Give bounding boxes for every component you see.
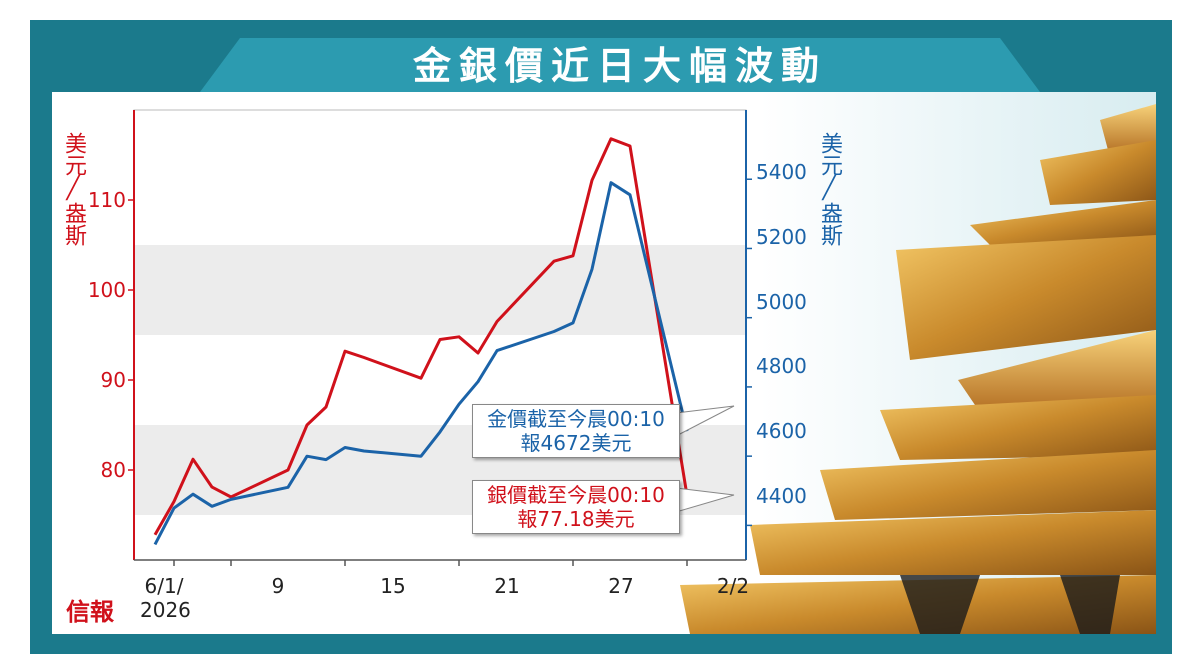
x-tick-year: 2026 — [140, 598, 191, 622]
right-axis-unit: 美元 ╱ 盎斯 — [816, 132, 842, 246]
left-tick-label: 110 — [87, 188, 126, 212]
right-tick-label: 5400 — [756, 160, 807, 184]
x-tick-label: 6/1/ — [144, 574, 184, 598]
silver-callout: 銀價截至今晨00:10 報77.18美元 — [472, 480, 680, 534]
silver-callout-line2: 報77.18美元 — [517, 507, 635, 531]
grid-band — [134, 245, 746, 335]
left-unit-slash: ╱ — [66, 176, 80, 201]
left-unit-line2: 盎斯 — [61, 202, 86, 246]
right-tick-label: 4400 — [756, 484, 807, 508]
x-tick-label: 27 — [608, 574, 634, 598]
left-tick-label: 100 — [87, 278, 126, 302]
right-unit-line2: 盎斯 — [817, 202, 842, 246]
gold-callout-line1: 金價截至今晨00:10 — [487, 407, 665, 431]
left-tick-label: 90 — [100, 368, 126, 392]
chart-title: 金銀價近日大幅波動 — [412, 43, 827, 88]
grid-band — [134, 110, 746, 155]
silver-price-line — [153, 137, 689, 536]
gold-callout: 金價截至今晨00:10 報4672美元 — [472, 404, 680, 458]
title-tab — [200, 38, 1040, 92]
left-tick-label: 80 — [100, 458, 126, 482]
x-tick-label: 2/2 — [716, 574, 750, 598]
publisher-logo: 信報 — [66, 597, 114, 626]
axis-ticks — [128, 178, 752, 566]
right-tick-label: 5200 — [756, 225, 807, 249]
x-tick-label: 21 — [494, 574, 520, 598]
left-unit-line1: 美元 — [61, 132, 86, 176]
right-tick-label: 4800 — [756, 354, 807, 378]
right-tick-label: 4600 — [756, 419, 807, 443]
gold-callout-line2: 報4672美元 — [520, 431, 632, 455]
right-tick-label: 5000 — [756, 290, 807, 314]
gold-price-line — [153, 181, 689, 546]
right-unit-slash: ╱ — [822, 176, 836, 201]
x-tick-label: 15 — [380, 574, 406, 598]
silver-callout-line1: 銀價截至今晨00:10 — [487, 483, 665, 507]
x-tick-label: 9 — [271, 574, 285, 598]
gold-bars-image — [680, 104, 1156, 634]
left-axis-unit: 美元 ╱ 盎斯 — [60, 132, 86, 246]
right-unit-line1: 美元 — [817, 132, 842, 176]
